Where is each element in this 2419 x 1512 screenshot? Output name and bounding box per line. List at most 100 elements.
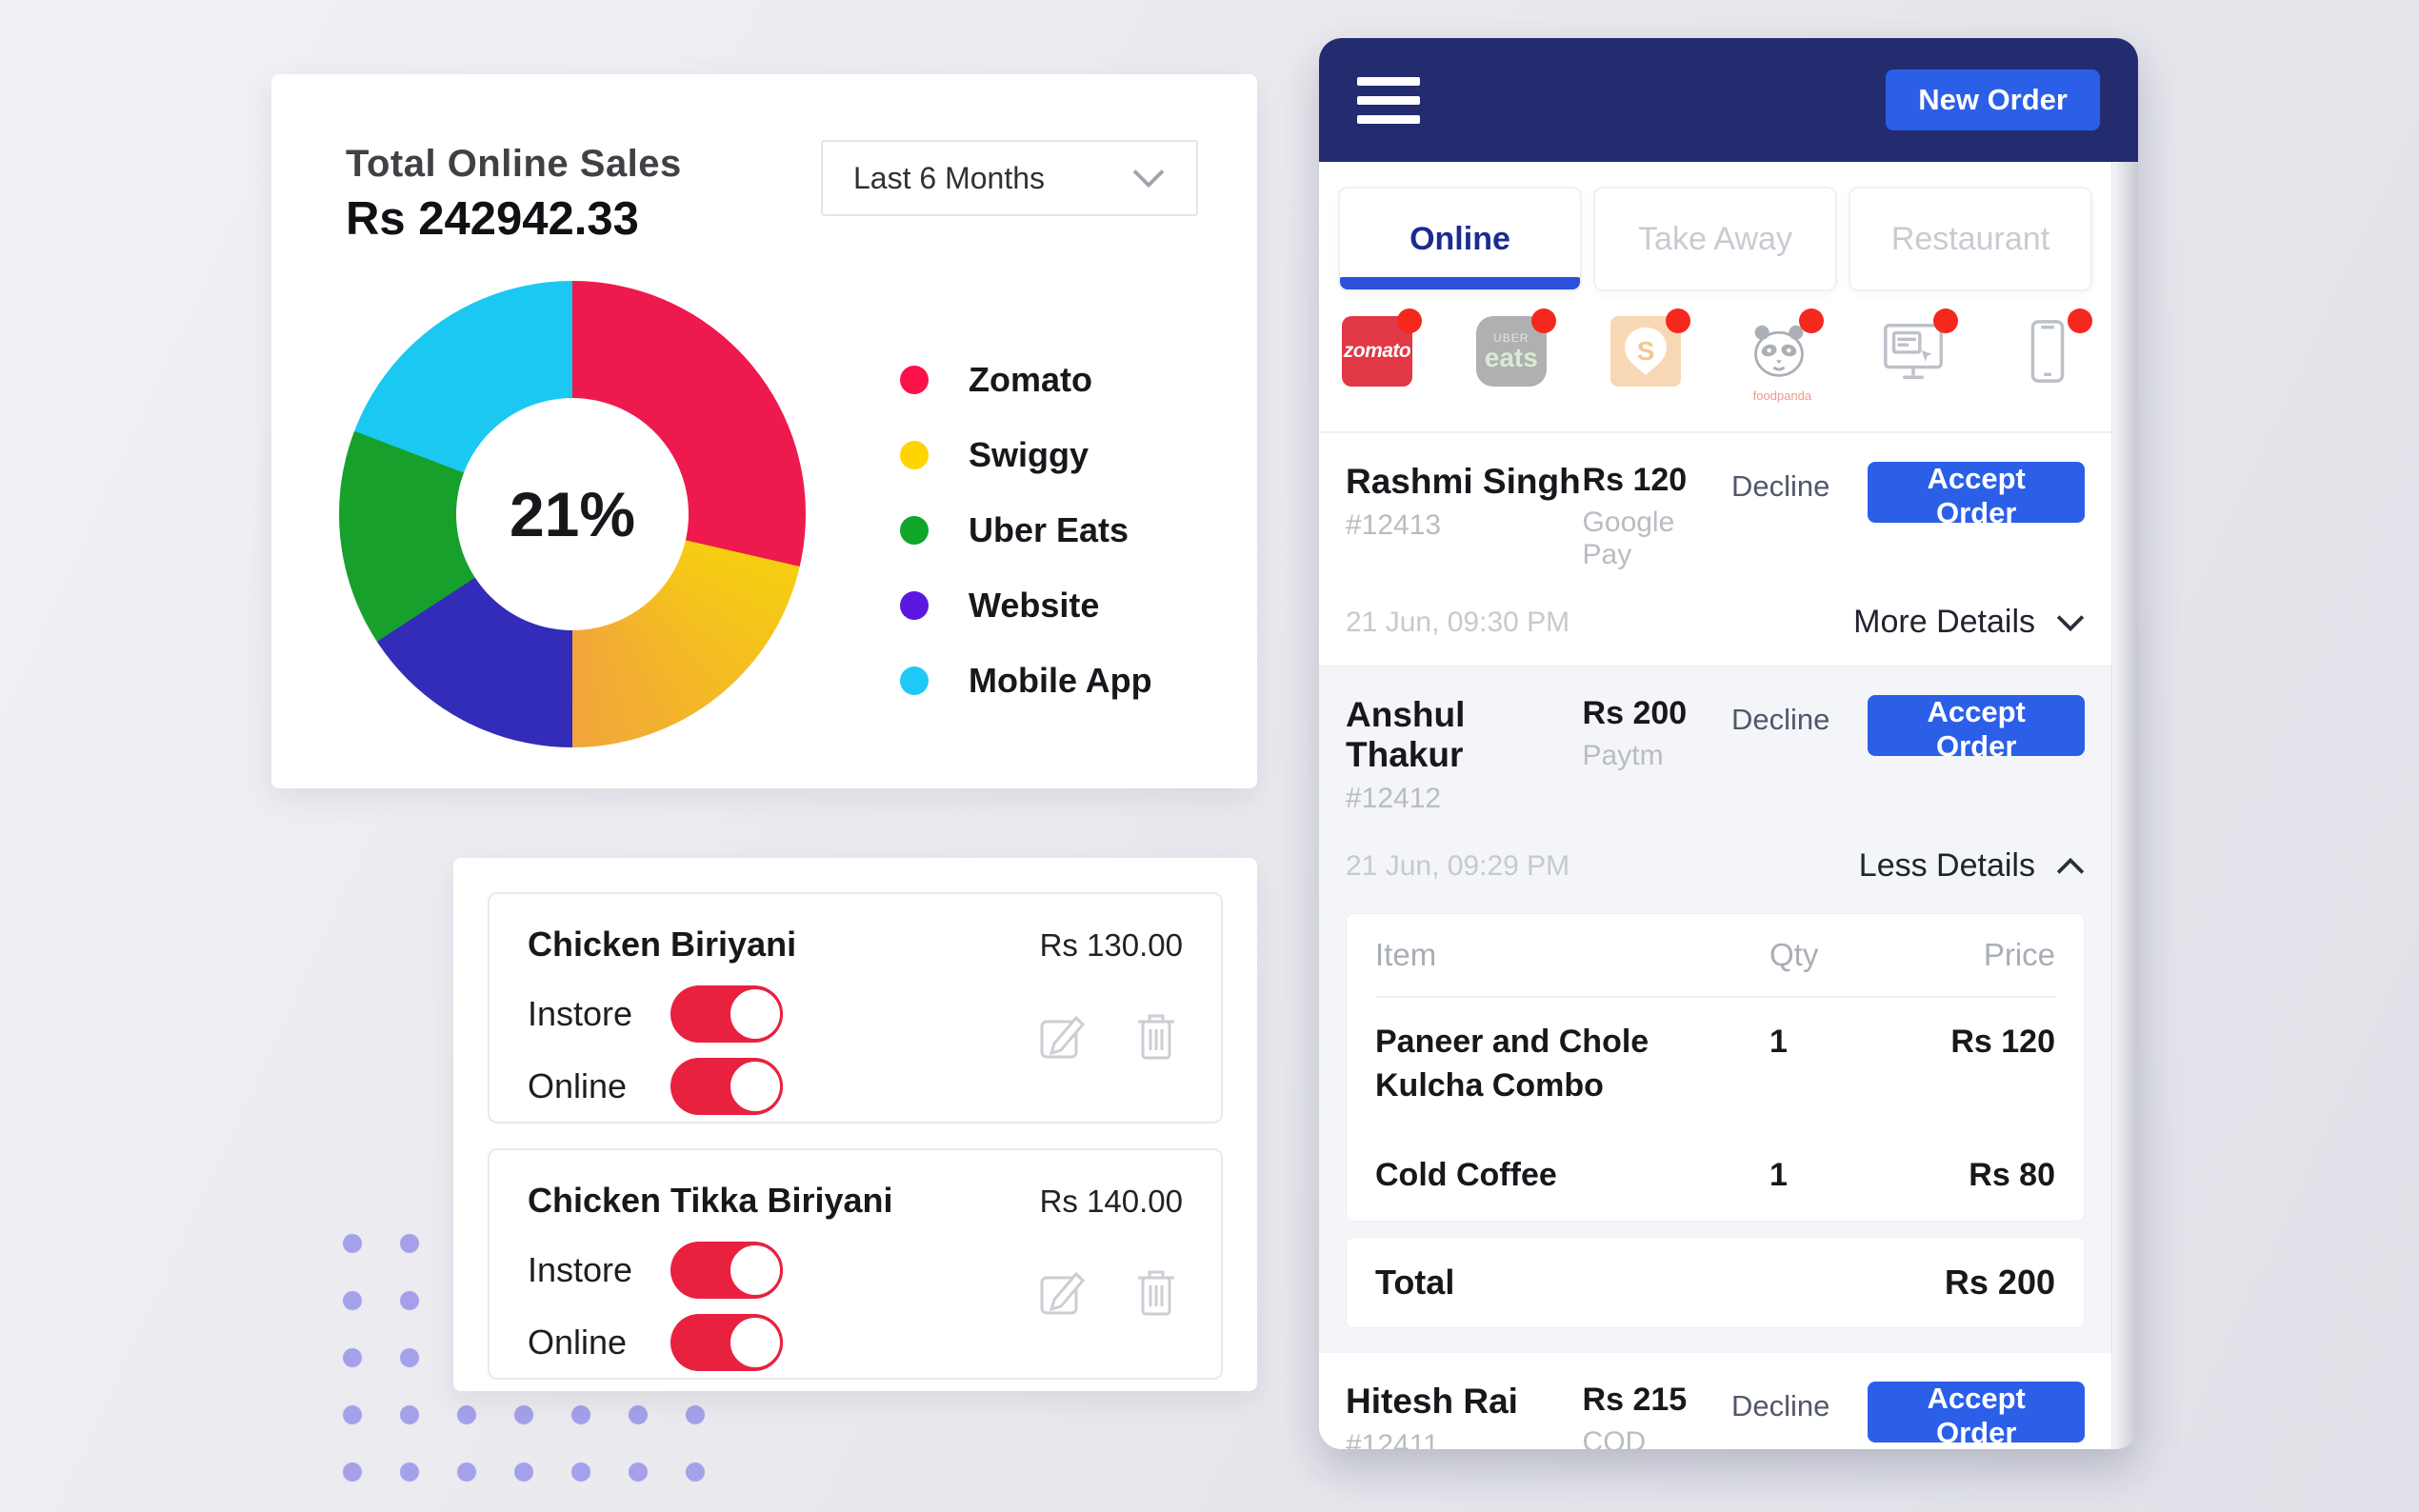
payment-method: COD — [1582, 1425, 1647, 1449]
new-order-button[interactable]: New Order — [1886, 70, 2100, 130]
legend-item: Uber Eats — [900, 510, 1152, 550]
accept-order-button[interactable]: Accept Order — [1868, 695, 2085, 763]
chart-legend: Zomato Swiggy Uber Eats Website Mobile A… — [900, 360, 1152, 701]
menu-items-card: Chicken Biriyani Rs 130.00 Instore Onlin… — [453, 858, 1257, 1391]
legend-item: Website — [900, 586, 1152, 626]
order-id: #12411 — [1346, 1428, 1439, 1449]
online-toggle-label: Online — [528, 1066, 628, 1105]
legend-dot-mobile-app — [900, 666, 929, 695]
period-dropdown[interactable]: Last 6 Months — [821, 140, 1198, 216]
edit-icon[interactable] — [1036, 1265, 1090, 1319]
tab-take-away[interactable]: Take Away — [1593, 187, 1837, 291]
order-row-rashmi-singh: Rashmi Singh #12413 Rs 120 Google Pay De… — [1319, 433, 2111, 666]
chevron-down-icon — [2056, 614, 2085, 631]
legend-item: Mobile App — [900, 661, 1152, 701]
order-id: #12413 — [1346, 509, 1442, 541]
total-label: Total — [1375, 1262, 1455, 1302]
order-item-row: Paneer and Chole Kulcha Combo 1 Rs 120 — [1375, 1024, 2055, 1104]
order-id: #12412 — [1346, 783, 1442, 814]
total-amount: Rs 200 — [1944, 1262, 2055, 1302]
channel-web-order[interactable] — [1878, 308, 1959, 387]
menu-item-name: Chicken Biriyani — [528, 925, 797, 964]
order-amount: Rs 215 — [1582, 1381, 1688, 1418]
payment-method: Paytm — [1582, 740, 1664, 771]
menu-item-price: Rs 130.00 — [1039, 927, 1183, 963]
customer-name: Anshul Thakur — [1346, 695, 1466, 774]
menu-item-price: Rs 140.00 — [1039, 1184, 1183, 1219]
svg-text:S: S — [1636, 336, 1653, 366]
instore-toggle[interactable] — [670, 985, 783, 1043]
channel-uber-eats[interactable]: UBER eats — [1475, 308, 1556, 387]
donut-center: 21% — [456, 398, 689, 630]
tab-restaurant[interactable]: Restaurant — [1849, 187, 2092, 291]
decline-button[interactable]: Decline — [1731, 462, 1829, 504]
legend-item: Swiggy — [900, 435, 1152, 475]
sales-card-title: Total Online Sales — [346, 143, 682, 185]
accept-order-button[interactable]: Accept Order — [1868, 462, 2085, 529]
payment-method: Google Pay — [1582, 507, 1675, 570]
order-item-row: Cold Coffee 1 Rs 80 — [1375, 1156, 2055, 1193]
scrollbar[interactable] — [2111, 162, 2138, 1449]
channel-zomato[interactable]: zomato — [1342, 308, 1422, 387]
donut-center-label: 21% — [509, 479, 636, 549]
swiggy-icon: S — [1609, 316, 1681, 387]
order-amount: Rs 200 — [1582, 695, 1688, 731]
decline-button[interactable]: Decline — [1731, 1382, 1829, 1423]
instore-toggle-label: Instore — [528, 1250, 633, 1289]
order-row-hitesh-rai: Hitesh Rai #12411 Rs 215 COD Decline Acc… — [1319, 1352, 2111, 1449]
instore-toggle-label: Instore — [528, 994, 633, 1033]
delete-icon[interactable] — [1133, 1009, 1179, 1063]
channel-swiggy[interactable]: S — [1609, 308, 1690, 387]
order-total-row: Total Rs 200 — [1346, 1236, 2085, 1328]
legend-dot-zomato — [900, 366, 929, 394]
desktop-monitor-icon — [1878, 316, 1949, 387]
order-timestamp: 21 Jun, 09:29 PM — [1346, 849, 1570, 882]
instore-toggle[interactable] — [670, 1242, 783, 1299]
accept-order-button[interactable]: Accept Order — [1868, 1381, 2085, 1449]
legend-dot-website — [900, 591, 929, 620]
legend-dot-swiggy — [900, 441, 929, 469]
sales-total-amount: Rs 242942.33 — [346, 193, 639, 245]
order-timestamp: 21 Jun, 09:30 PM — [1346, 606, 1570, 638]
channel-mobile-app[interactable] — [2012, 308, 2092, 387]
notification-badge — [1530, 308, 1556, 333]
menu-item-chicken-biriyani: Chicken Biriyani Rs 130.00 Instore Onlin… — [488, 892, 1223, 1124]
order-row-anshul-thakur: Anshul Thakur #12412 Rs 200 Paytm Declin… — [1319, 666, 2111, 1353]
period-dropdown-value: Last 6 Months — [853, 160, 1045, 195]
legend-item: Zomato — [900, 360, 1152, 400]
chevron-up-icon — [2056, 857, 2085, 875]
order-app-panel: New Order Online Take Away Restaurant zo… — [1319, 38, 2138, 1449]
smartphone-icon — [2012, 316, 2083, 387]
customer-name: Rashmi Singh — [1346, 462, 1581, 501]
order-type-tabs: Online Take Away Restaurant — [1319, 162, 2111, 291]
menu-item-chicken-tikka-biriyani: Chicken Tikka Biriyani Rs 140.00 Instore… — [488, 1148, 1223, 1380]
online-toggle[interactable] — [670, 1058, 783, 1115]
app-header: New Order — [1319, 38, 2138, 162]
active-tab-underline — [1340, 277, 1580, 289]
order-amount: Rs 120 — [1582, 462, 1688, 498]
order-items-header: Item Qty Price — [1375, 914, 2055, 998]
online-toggle[interactable] — [670, 1314, 783, 1371]
delete-icon[interactable] — [1133, 1265, 1179, 1319]
channel-foodpanda[interactable]: foodpanda — [1744, 308, 1825, 403]
chevron-down-icon — [1131, 169, 1166, 188]
foodpanda-label: foodpanda — [1752, 388, 1812, 403]
notification-badge — [1933, 308, 1959, 333]
online-toggle-label: Online — [528, 1323, 628, 1362]
less-details-button[interactable]: Less Details — [1859, 847, 2085, 885]
notification-badge — [1397, 308, 1422, 333]
legend-dot-uber-eats — [900, 516, 929, 545]
hamburger-menu-icon[interactable] — [1357, 76, 1420, 124]
customer-name: Hitesh Rai — [1346, 1381, 1518, 1421]
sales-summary-card: Total Online Sales Rs 242942.33 Last 6 M… — [271, 74, 1257, 788]
edit-icon[interactable] — [1036, 1009, 1090, 1063]
menu-item-name: Chicken Tikka Biriyani — [528, 1181, 893, 1220]
notification-badge — [1799, 308, 1825, 333]
foodpanda-panda-icon — [1744, 316, 1814, 387]
channel-icons-row: zomato UBER eats S — [1319, 291, 2111, 433]
tab-online[interactable]: Online — [1338, 187, 1582, 291]
more-details-button[interactable]: More Details — [1853, 604, 2085, 641]
order-items-table: Item Qty Price Paneer and Chole Kulcha C… — [1346, 913, 2085, 1222]
decline-button[interactable]: Decline — [1731, 695, 1829, 737]
